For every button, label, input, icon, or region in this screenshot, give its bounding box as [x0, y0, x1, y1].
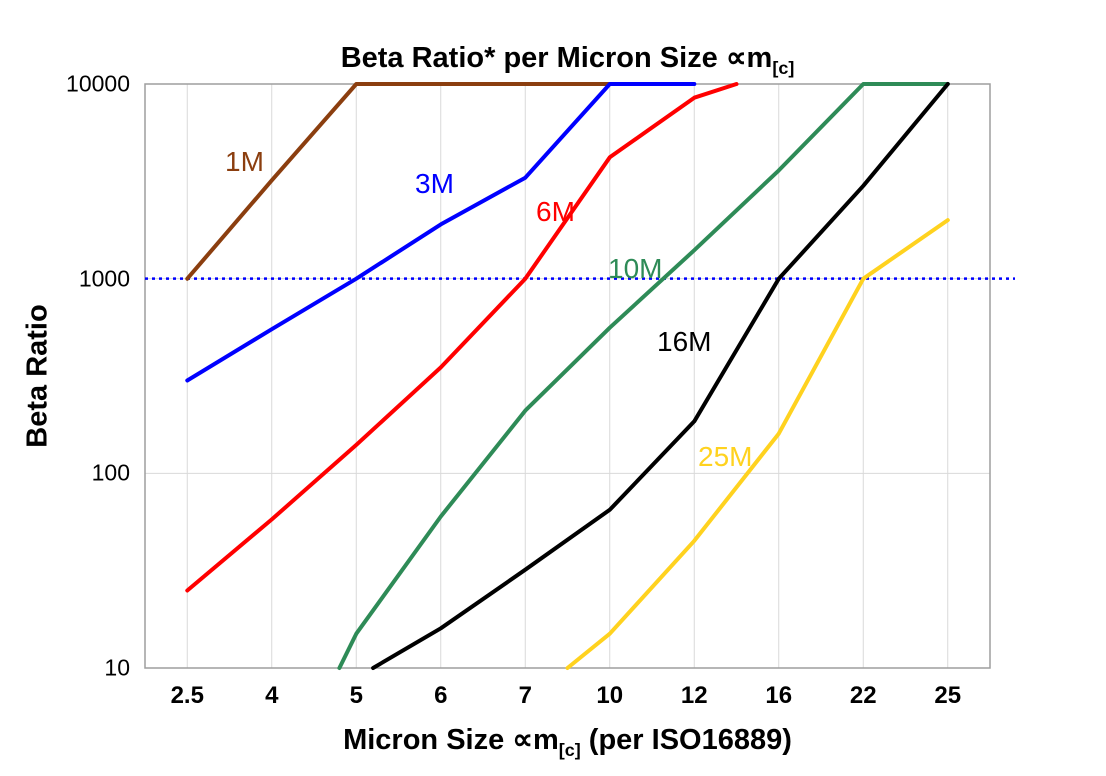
series-label-25M: 25M	[698, 441, 753, 472]
x-tick-label-6: 6	[434, 682, 448, 709]
y-tick-label-1000: 1000	[78, 265, 130, 292]
x-axis-title: Micron Size ∝m[c] (per ISO16889)	[145, 722, 990, 761]
series-line-10M	[337, 82, 950, 670]
series-line-16M	[371, 82, 950, 670]
y-tick-label-100: 100	[91, 459, 130, 486]
series-line-1M	[185, 82, 612, 281]
x-tick-label-22: 22	[849, 682, 877, 709]
x-tick-label-25: 25	[934, 682, 962, 709]
x-tick-label-12: 12	[680, 682, 708, 709]
series-label-6M: 6M	[536, 196, 575, 227]
y-tick-label-10000: 10000	[66, 70, 130, 97]
x-axis-title-subscript: [c]	[558, 739, 581, 760]
x-tick-label-16: 16	[765, 682, 793, 709]
chart-title: Beta Ratio* per Micron Size ∝m[c]	[145, 40, 990, 79]
series-label-10M: 10M	[608, 253, 663, 284]
x-tick-label-4: 4	[265, 682, 279, 709]
x-tick-label-7: 7	[518, 682, 532, 709]
x-axis-title-suffix: (per ISO16889)	[580, 724, 792, 756]
x-tick-label-10: 10	[596, 682, 624, 709]
series-label-1M: 1M	[225, 146, 264, 177]
x-axis-title-text: Micron Size ∝m	[343, 724, 559, 756]
series-line-6M	[185, 82, 739, 593]
series-line-3M	[185, 82, 697, 383]
chart-title-text: Beta Ratio* per Micron Size ∝m	[340, 42, 773, 74]
series-line-25M	[565, 218, 950, 670]
x-tick-label-2.5: 2.5	[170, 682, 204, 709]
x-tick-label-5: 5	[349, 682, 363, 709]
series-label-16M: 16M	[657, 326, 712, 357]
y-tick-label-10: 10	[104, 654, 130, 681]
chart-title-subscript: [c]	[772, 57, 795, 78]
series-label-3M: 3M	[415, 168, 454, 199]
